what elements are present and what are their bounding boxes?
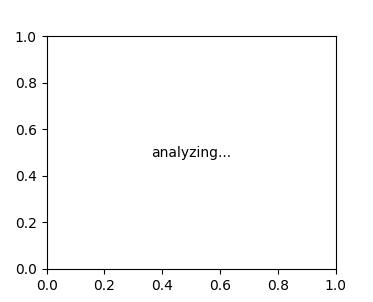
Text: analyzing...: analyzing... bbox=[151, 146, 231, 159]
